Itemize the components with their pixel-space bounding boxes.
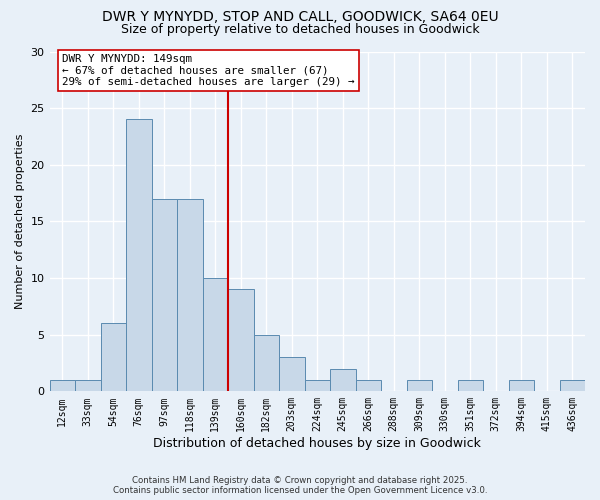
Bar — [356, 380, 381, 392]
Bar — [458, 380, 483, 392]
Bar — [279, 358, 305, 392]
Text: Contains HM Land Registry data © Crown copyright and database right 2025.
Contai: Contains HM Land Registry data © Crown c… — [113, 476, 487, 495]
Bar — [560, 380, 585, 392]
Bar — [305, 380, 330, 392]
Bar — [177, 199, 203, 392]
Bar — [101, 324, 126, 392]
Text: DWR Y MYNYDD: 149sqm
← 67% of detached houses are smaller (67)
29% of semi-detac: DWR Y MYNYDD: 149sqm ← 67% of detached h… — [62, 54, 355, 87]
Bar — [152, 199, 177, 392]
Text: Size of property relative to detached houses in Goodwick: Size of property relative to detached ho… — [121, 22, 479, 36]
Bar — [509, 380, 534, 392]
Bar — [254, 334, 279, 392]
Bar — [407, 380, 432, 392]
X-axis label: Distribution of detached houses by size in Goodwick: Distribution of detached houses by size … — [154, 437, 481, 450]
Bar — [75, 380, 101, 392]
Bar — [126, 120, 152, 392]
Bar — [203, 278, 228, 392]
Y-axis label: Number of detached properties: Number of detached properties — [15, 134, 25, 309]
Bar — [50, 380, 75, 392]
Bar — [330, 368, 356, 392]
Text: DWR Y MYNYDD, STOP AND CALL, GOODWICK, SA64 0EU: DWR Y MYNYDD, STOP AND CALL, GOODWICK, S… — [101, 10, 499, 24]
Bar — [228, 290, 254, 392]
